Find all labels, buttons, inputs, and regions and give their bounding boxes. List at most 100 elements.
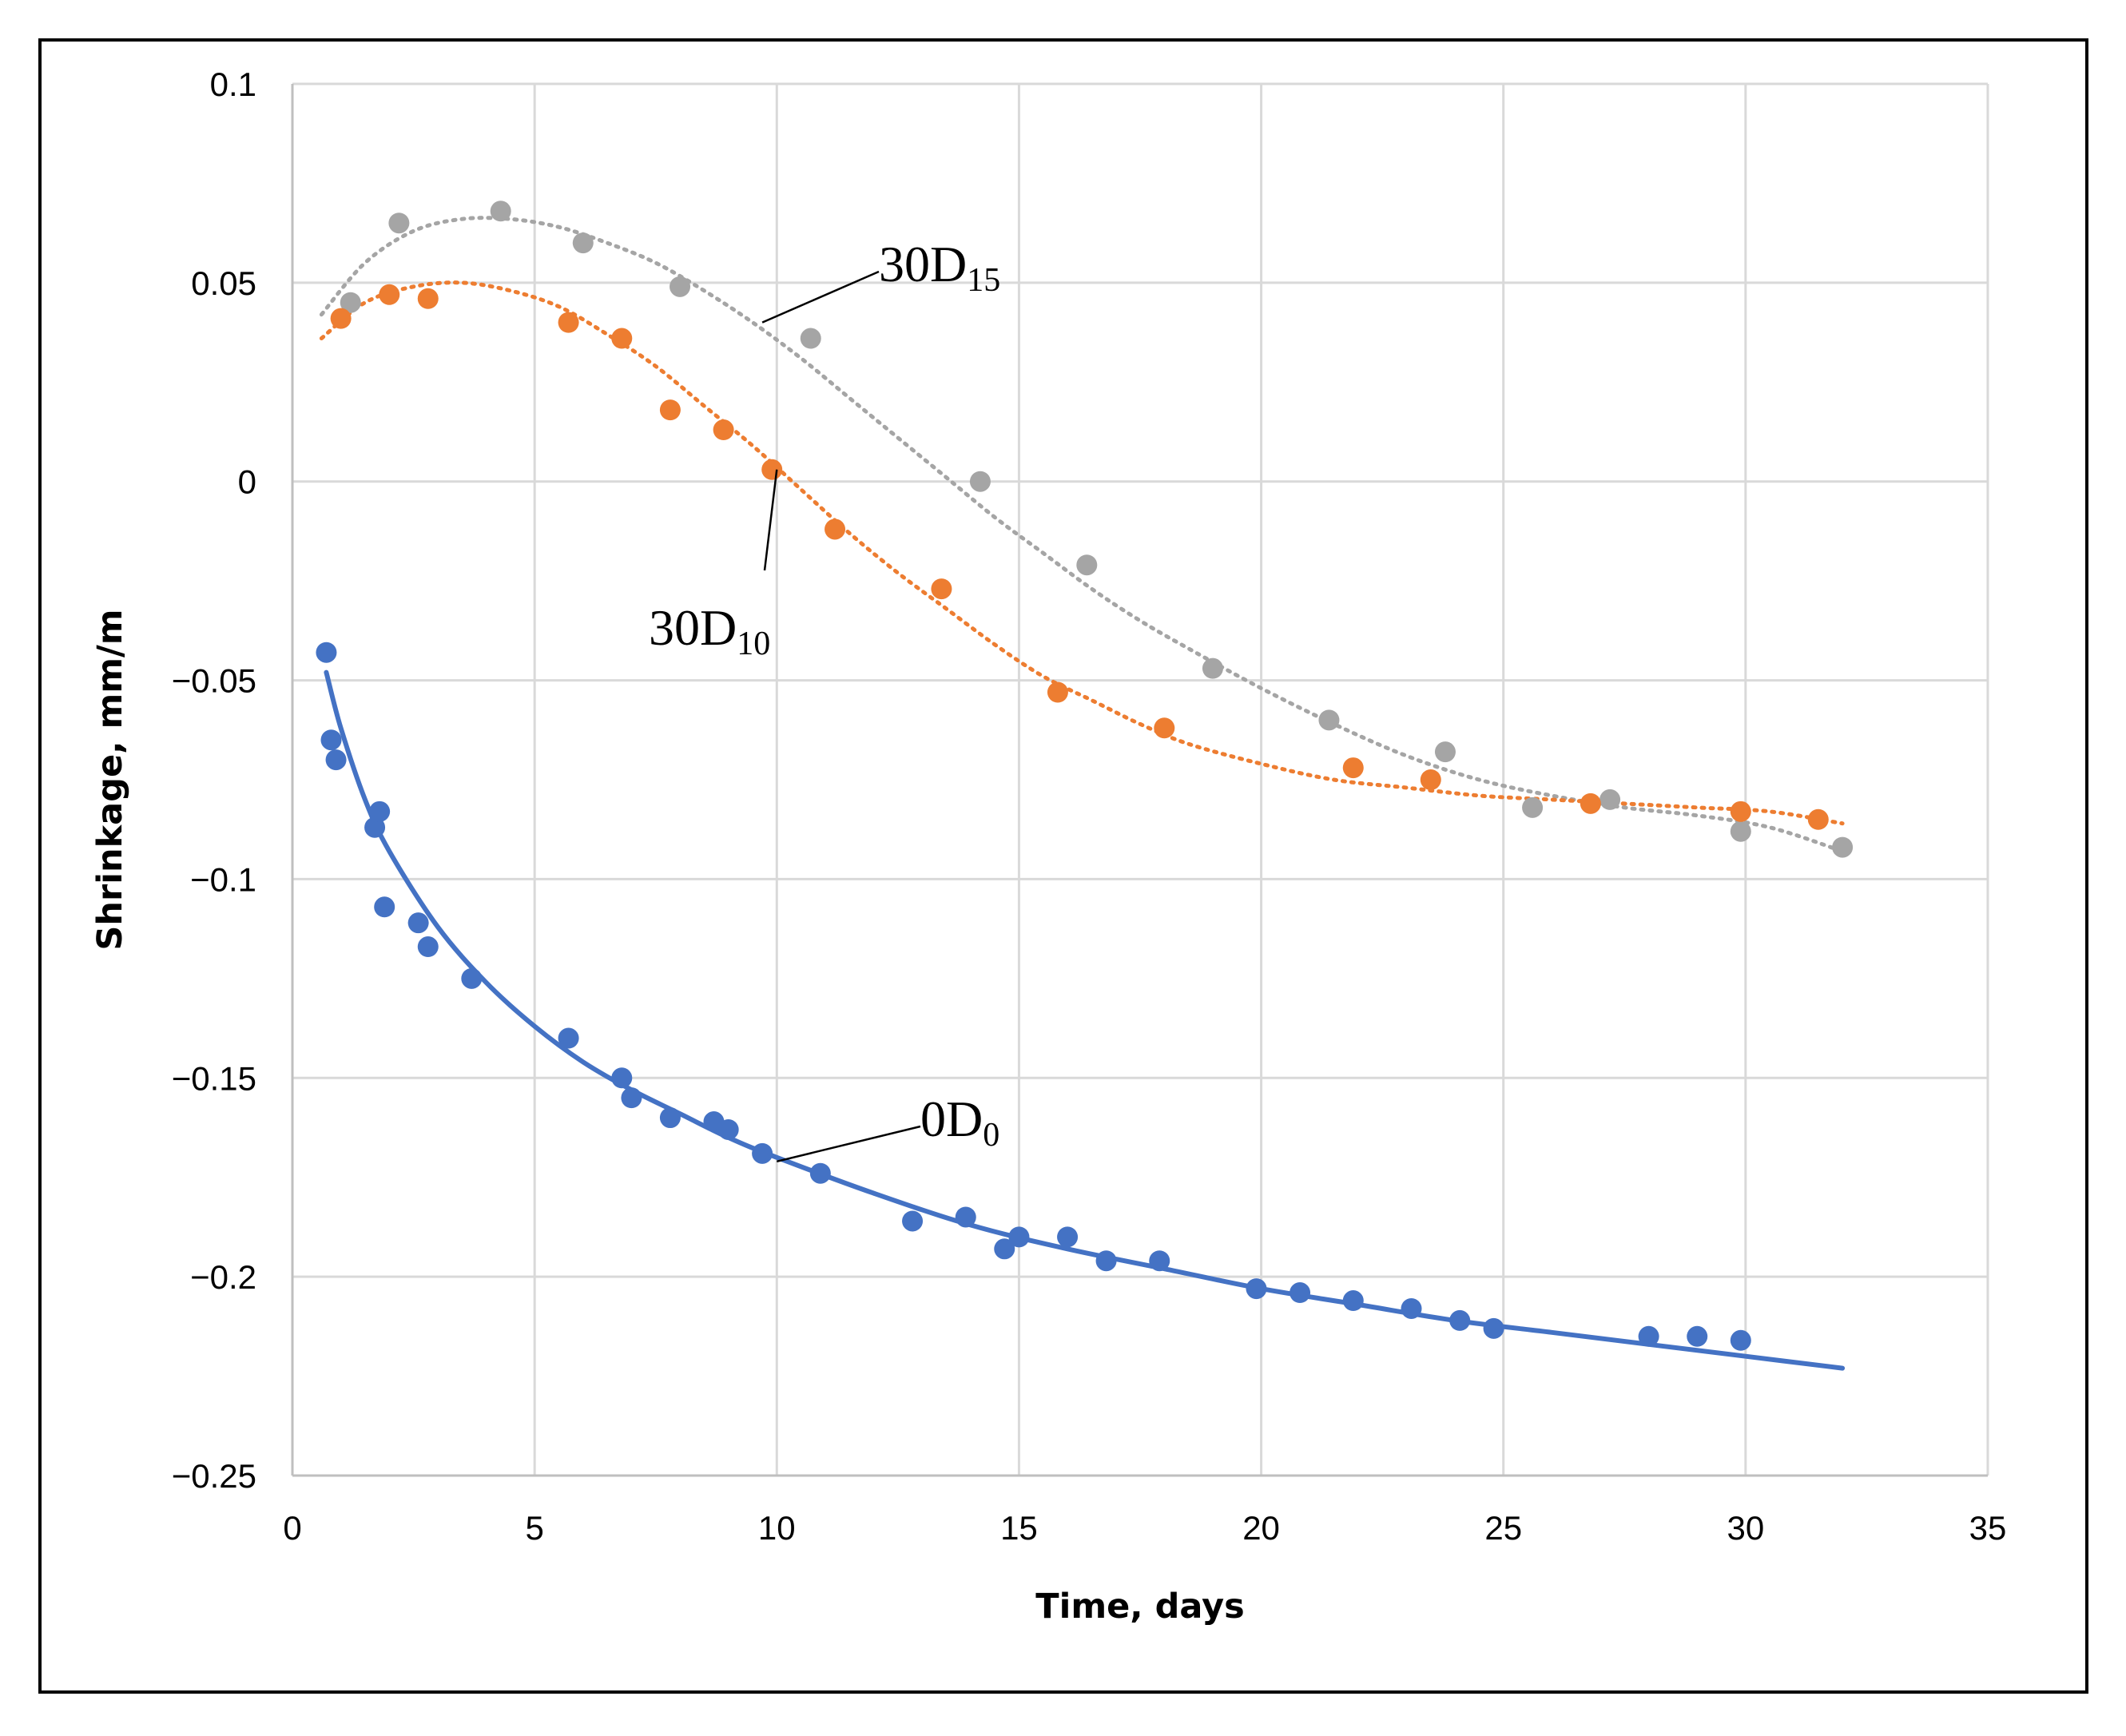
data-point-30d15 (1076, 554, 1098, 576)
data-point-30d10 (1420, 769, 1441, 790)
data-point-0d0 (1290, 1282, 1311, 1304)
data-point-30d10 (330, 308, 352, 329)
data-point-30d15 (800, 328, 821, 349)
data-point-30d10 (713, 419, 734, 441)
data-point-0d0 (1246, 1278, 1267, 1300)
data-point-30d15 (1730, 820, 1751, 842)
y-tick-label: −0.1 (190, 860, 256, 898)
data-point-0d0 (902, 1210, 924, 1232)
data-point-0d0 (320, 729, 342, 751)
data-point-30d15 (969, 471, 991, 492)
data-point-30d15 (1832, 836, 1854, 858)
data-point-30d10 (1342, 757, 1364, 779)
data-point-0d0 (611, 1067, 633, 1089)
data-point-30d15 (670, 276, 691, 297)
y-tick-label: 0.05 (191, 264, 256, 302)
x-tick-label: 30 (1727, 1509, 1764, 1547)
data-point-30d15 (490, 201, 511, 222)
x-tick-label: 10 (758, 1509, 796, 1547)
data-point-0d0 (621, 1087, 642, 1109)
leader-line-30d10 (763, 469, 778, 571)
data-point-0d0 (364, 816, 386, 838)
data-point-30d10 (825, 518, 846, 540)
data-point-0d0 (1638, 1325, 1659, 1347)
data-point-0d0 (717, 1118, 739, 1140)
series-label-main: 30D (649, 599, 737, 656)
data-point-30d10 (558, 312, 579, 333)
data-point-0d0 (407, 912, 429, 934)
data-point-0d0 (1342, 1290, 1364, 1312)
data-point-30d10 (1730, 800, 1751, 822)
trendline-0d0 (324, 669, 1846, 1371)
x-tick-label: 5 (525, 1509, 543, 1547)
data-point-30d15 (388, 213, 410, 234)
data-point-0d0 (1008, 1226, 1030, 1248)
y-tick-label: −0.2 (190, 1258, 256, 1296)
leader-line-0d0 (776, 1125, 921, 1163)
series-label-main: 30D (879, 236, 967, 292)
y-tick-label: 0.1 (210, 66, 256, 103)
y-tick-label: −0.15 (172, 1059, 256, 1097)
data-point-30d10 (379, 284, 400, 305)
data-point-0d0 (369, 800, 391, 822)
series-label-main: 0D (920, 1090, 983, 1147)
data-point-0d0 (1449, 1309, 1471, 1331)
x-tick-label: 20 (1242, 1509, 1280, 1547)
data-point-0d0 (1687, 1325, 1708, 1347)
data-point-30d15 (340, 292, 361, 313)
data-point-0d0 (325, 749, 347, 771)
data-point-0d0 (558, 1027, 579, 1049)
axes: 0 5 10 15 20 25 30 35 0.1 0.05 0 −0.05 −0.1 −0.15 −0.2… (172, 66, 2007, 1547)
data-point-0d0 (955, 1206, 976, 1228)
x-tick-label: 35 (1969, 1509, 2007, 1547)
data-point-0d0 (374, 896, 395, 918)
data-point-0d0 (659, 1107, 681, 1129)
trendline-30d10 (319, 280, 1845, 826)
trendline-30d15 (319, 216, 1845, 854)
series-label-30d10: 30D10 (649, 599, 770, 662)
data-point-30d15 (1434, 741, 1456, 763)
data-point-0d0 (316, 642, 337, 663)
chart-svg: 0 5 10 15 20 25 30 35 0.1 0.05 0 −0.05 −0.1 −0.15 −0.2… (90, 66, 2007, 1627)
data-point-30d15 (572, 232, 594, 254)
y-axis-title: Shrinkage, mm/m (90, 609, 130, 950)
chart-frame: 0 5 10 15 20 25 30 35 0.1 0.05 0 −0.05 −0.1 −0.15 −0.2… (38, 38, 2088, 1694)
series-label-0d0: 0D0 (920, 1090, 999, 1154)
y-tick-label: 0 (238, 463, 256, 501)
y-tick-label: −0.05 (172, 662, 256, 700)
grid (292, 82, 1989, 1476)
data-point-30d10 (659, 399, 681, 421)
data-point-0d0 (417, 936, 439, 958)
data-point-0d0 (1149, 1250, 1170, 1272)
data-point-0d0 (1730, 1329, 1751, 1351)
x-tick-label: 25 (1484, 1509, 1522, 1547)
data-point-30d10 (1807, 808, 1829, 830)
data-point-30d10 (1154, 717, 1175, 739)
series-label-subscript: 10 (737, 626, 770, 662)
data-point-30d10 (417, 288, 439, 309)
series-label-subscript: 15 (967, 262, 1000, 299)
data-point-30d15 (1318, 709, 1340, 731)
x-tick-label: 15 (1000, 1509, 1038, 1547)
series-label-subscript: 0 (983, 1117, 999, 1154)
data-point-30d10 (761, 459, 783, 480)
data-point-30d10 (1047, 681, 1068, 703)
data-point-0d0 (1401, 1297, 1422, 1319)
x-axis-title: Time, days (1035, 1587, 1244, 1627)
y-tick-label: −0.25 (172, 1457, 256, 1495)
data-point-30d15 (1599, 789, 1621, 810)
data-point-0d0 (1483, 1317, 1504, 1339)
series-label-30d15: 30D15 (879, 236, 1000, 299)
data-point-30d10 (931, 578, 952, 600)
data-point-0d0 (994, 1238, 1015, 1260)
data-point-30d15 (1522, 796, 1544, 818)
data-point-0d0 (809, 1162, 831, 1184)
data-point-0d0 (1095, 1250, 1117, 1272)
data-point-0d0 (752, 1142, 773, 1164)
data-point-30d10 (1580, 793, 1601, 814)
data-point-30d10 (611, 328, 633, 349)
data-points (316, 201, 1854, 1351)
data-point-0d0 (461, 967, 483, 989)
leader-line-30d15 (761, 270, 880, 324)
